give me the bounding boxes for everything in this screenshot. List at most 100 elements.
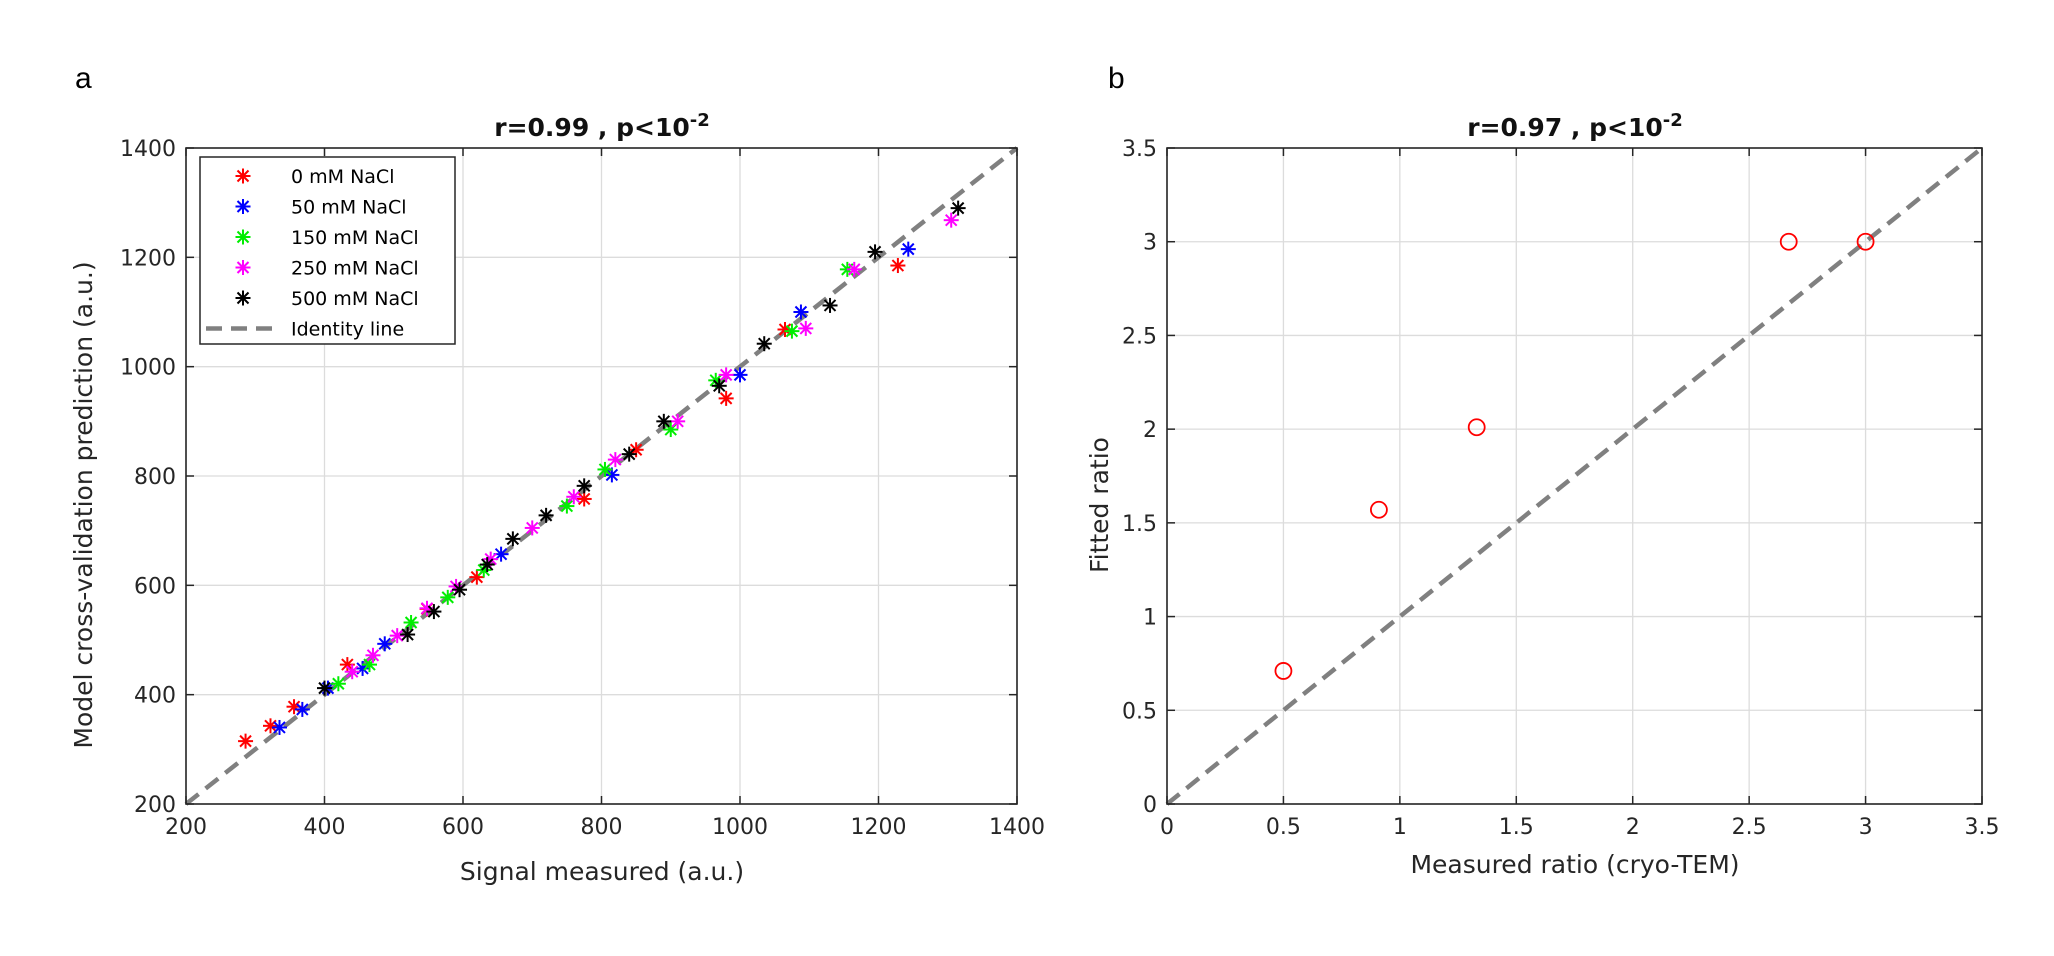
panel-b: b r=0.97 , p<10-2 0 0.5 1 1.5 2 2.5 3 3.5 0 0.5 1 1… (1085, 62, 2000, 879)
data-point-series-0 (718, 390, 734, 406)
panel-b-points (1274, 232, 1875, 680)
data-point-series-2 (784, 323, 800, 339)
data-point-series-3 (607, 452, 623, 468)
data-point-series-3 (718, 367, 734, 383)
data-point-series-4 (479, 557, 495, 573)
panel-b-y-axis-label: Fitted ratio (1085, 437, 1114, 573)
data-point-series-1 (900, 241, 916, 257)
legend-marker (235, 199, 251, 214)
panel-a-legend: 0 mM NaCl 50 mM NaCl 150 mM NaCl 250 mM NaC… (199, 156, 456, 345)
data-point-series-1 (732, 367, 748, 383)
y-tick-label: 2 (1143, 418, 1157, 443)
panel-a-x-axis-label: Signal measured (a.u.) (460, 857, 744, 886)
data-point-series-2 (597, 461, 613, 477)
x-tick-label: 3 (1859, 815, 1873, 840)
y-tick-label: 1000 (120, 356, 176, 381)
data-point-series-4 (400, 627, 416, 643)
legend-items: 0 mM NaCl 50 mM NaCl 150 mM NaCl 250 mM NaC… (206, 166, 419, 341)
data-point-series-0 (339, 657, 355, 673)
panel-a-title: r=0.99 , p<10-2 (494, 110, 710, 142)
panel-b-title-main: r=0.97 , p<10 (1467, 113, 1663, 142)
data-point-series-3 (798, 320, 814, 336)
legend-item: Identity line (206, 319, 404, 341)
data-point-series-4 (711, 378, 727, 394)
legend-label: Identity line (291, 319, 404, 341)
x-tick-label: 2 (1626, 815, 1640, 840)
panel-a-letter: a (75, 62, 92, 95)
legend-item: 0 mM NaCl (235, 166, 394, 188)
panel-b-tick-labels: 0 0.5 1 1.5 2 2.5 3 3.5 0 0.5 1 1.5 2 2.5 3 3.5 (1122, 137, 2000, 840)
legend-item: 50 mM NaCl (235, 197, 407, 219)
panel-a-tick-labels: 200 400 600 800 1000 1200 1400 200 400 600 800 1000… (120, 137, 1045, 840)
x-tick-label: 1400 (989, 815, 1045, 840)
y-tick-label: 3.5 (1122, 137, 1157, 162)
x-tick-label: 200 (165, 815, 207, 840)
legend-marker (235, 168, 251, 184)
panel-a-y-axis-label: Model cross-validation prediction (a.u.) (69, 261, 98, 748)
data-point-series-4 (867, 244, 883, 260)
y-tick-label: 1.5 (1122, 512, 1157, 537)
data-point (1779, 232, 1798, 251)
data-point-series-4 (538, 507, 554, 523)
data-point-series-0 (890, 258, 906, 274)
x-tick-label: 0 (1160, 815, 1174, 840)
data-point-series-3 (524, 520, 540, 536)
panel-a: a r=0.99 , p<10-2 200 400 600 800 1000 1200 14… (69, 62, 1045, 886)
data-point-series-4 (452, 582, 468, 598)
y-tick-label: 0.5 (1122, 699, 1157, 724)
x-tick-label: 1200 (851, 815, 907, 840)
legend-label: 500 mM NaCl (291, 288, 419, 310)
legend-marker (235, 290, 251, 306)
x-tick-label: 1 (1393, 815, 1407, 840)
legend-item: 500 mM NaCl (235, 288, 419, 310)
y-tick-label: 1400 (120, 137, 176, 162)
y-tick-label: 200 (134, 793, 176, 818)
data-point-series-2 (440, 589, 456, 605)
legend-marker (235, 229, 251, 245)
data-point-series-4 (756, 336, 772, 352)
data-point-series-1 (793, 304, 809, 320)
legend-label: 50 mM NaCl (291, 197, 407, 219)
data-point (1274, 662, 1293, 680)
panel-b-axes-frame (1166, 147, 1983, 805)
x-tick-label: 2.5 (1732, 815, 1767, 840)
data-point-series-0 (576, 491, 592, 507)
panel-a-points (238, 200, 966, 749)
data-point-series-4 (426, 604, 442, 620)
panel-b-title: r=0.97 , p<10-2 (1467, 110, 1683, 142)
data-point-series-4 (317, 680, 332, 696)
y-tick-label: 800 (134, 465, 176, 490)
x-tick-label: 600 (442, 815, 484, 840)
y-tick-label: 600 (134, 574, 176, 599)
data-point-series-4 (576, 478, 592, 494)
legend-item: 250 mM NaCl (235, 258, 419, 280)
legend-label: 150 mM NaCl (291, 227, 419, 249)
data-point-series-1 (377, 636, 393, 652)
data-point-series-2 (403, 615, 419, 631)
legend-box (199, 156, 456, 345)
legend-label: 250 mM NaCl (291, 258, 419, 280)
y-tick-label: 1 (1143, 606, 1157, 631)
data-point-series-1 (294, 701, 310, 717)
panel-a-title-main: r=0.99 , p<10 (494, 113, 690, 142)
data-point-series-3 (344, 664, 360, 680)
panel-b-letter: b (1108, 62, 1125, 95)
data-point-series-4 (505, 531, 521, 547)
data-point-series-3 (365, 647, 381, 663)
panel-b-x-axis-label: Measured ratio (cryo-TEM) (1410, 850, 1739, 879)
data-point-series-0 (286, 699, 302, 715)
data-point (1370, 500, 1388, 519)
data-point-series-3 (566, 489, 582, 505)
panel-b-title-exponent: -2 (1663, 110, 1683, 131)
data-point-series-4 (822, 297, 838, 313)
data-point (1467, 418, 1486, 437)
data-point-series-3 (389, 628, 405, 644)
data-point-series-4 (656, 413, 672, 429)
x-tick-label: 0.5 (1266, 815, 1301, 840)
legend-label: 0 mM NaCl (291, 166, 394, 188)
data-point-series-4 (950, 200, 966, 216)
legend-marker (235, 260, 251, 275)
legend-item: 150 mM NaCl (235, 227, 419, 249)
y-tick-label: 0 (1143, 793, 1157, 818)
